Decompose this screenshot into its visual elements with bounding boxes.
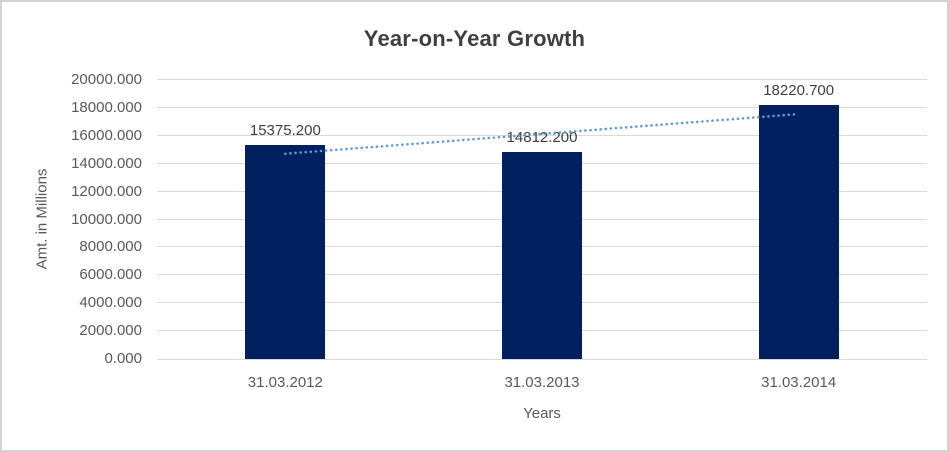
y-tick-label: 12000.000: [71, 182, 142, 200]
x-tick-label: 31.03.2012: [247, 374, 323, 391]
y-tick-label: 4000.000: [79, 294, 142, 312]
y-tick-label: 20000.000: [71, 71, 142, 88]
y-tick-label: 10000.000: [71, 210, 142, 228]
x-tick-label: 31.03.2013: [504, 374, 580, 391]
trendline-layer: [284, 112, 800, 156]
gridline: [157, 79, 927, 80]
gridline: [157, 107, 927, 108]
x-axis-title: Years: [523, 405, 561, 422]
bar-value-label: 18220.700: [763, 81, 835, 99]
bar-31.03.2014: [758, 104, 839, 359]
x-tick-label: 31.03.2014: [761, 374, 837, 391]
chart-title: Year-on-Year Growth: [363, 26, 586, 51]
y-tick-label: 8000.000: [79, 238, 142, 256]
plot-area: 15375.200 31.03.2012 14812.200 31.03.2013 18…: [157, 79, 927, 391]
gridline: [157, 135, 927, 136]
y-tick-label: 0.000: [104, 350, 142, 367]
bar-31.03.2012: [245, 144, 326, 359]
bar-31.03.2013: [502, 152, 582, 359]
y-tick-label: 18000.000: [71, 98, 142, 116]
y-tick-label: 6000.000: [79, 266, 142, 284]
linear-trendline: [284, 112, 800, 156]
y-tick-label: 2000.000: [79, 322, 142, 340]
y-tick-label: 14000.000: [71, 154, 142, 172]
bar-value-label: 15375.200: [249, 121, 321, 139]
y-tick-label: 16000.000: [71, 126, 142, 144]
gridline: [157, 359, 927, 360]
y-axis-tick-labels: 0.000 2000.000 4000.000 6000.000 8000.000 100…: [2, 71, 148, 367]
